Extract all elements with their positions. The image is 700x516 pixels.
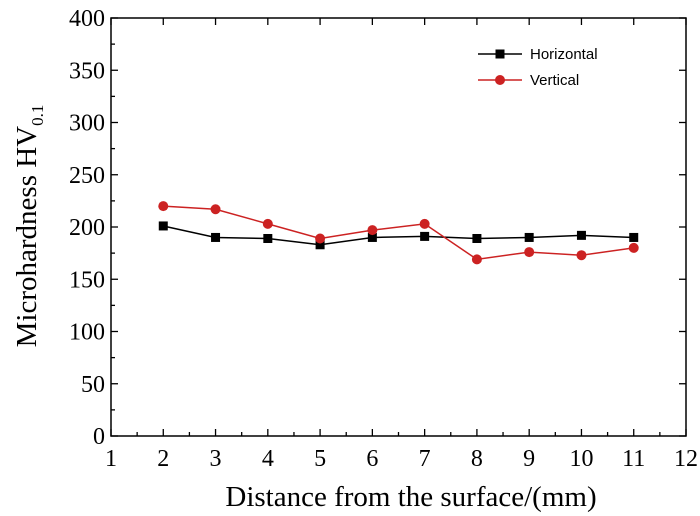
legend-swatch-marker (495, 75, 505, 85)
legend-swatch-marker (495, 49, 505, 59)
x-tick-label: 11 (622, 446, 645, 472)
y-tick-label: 350 (69, 58, 105, 84)
series-line-horizontal (163, 225, 634, 246)
data-point-horizontal (367, 232, 377, 242)
legend-item-horizontal: Horizontal (478, 46, 598, 63)
data-point-vertical (210, 204, 221, 215)
y-tick-label: 300 (69, 111, 105, 137)
y-tick-label: 200 (69, 215, 105, 241)
x-tick-label: 9 (523, 446, 535, 472)
y-tick-label: 50 (81, 372, 105, 398)
y-tick-label: 0 (93, 424, 105, 450)
x-tick-label: 8 (471, 446, 483, 472)
data-point-horizontal (629, 232, 639, 242)
x-tick-label: 2 (157, 446, 169, 472)
data-point-horizontal (420, 231, 430, 241)
y-tick-label: 100 (69, 320, 105, 346)
x-tick-label: 3 (210, 446, 222, 472)
data-point-horizontal (472, 233, 482, 243)
data-point-horizontal (315, 240, 325, 250)
y-axis-title: Microhardness HV0.1 (11, 105, 47, 348)
legend-label: Vertical (530, 72, 579, 89)
x-tick-label: 10 (569, 446, 593, 472)
data-point-vertical (262, 218, 273, 229)
series-line-vertical (163, 205, 634, 261)
y-tick-label: 150 (69, 267, 105, 293)
data-point-vertical (367, 225, 378, 236)
x-tick-label: 4 (262, 446, 274, 472)
x-axis-title: Distance from the surface/(mm) (225, 481, 596, 513)
series-horizontal (158, 221, 639, 250)
legend-item-vertical: Vertical (478, 72, 579, 89)
data-point-horizontal (263, 233, 273, 243)
x-tick-label: 5 (314, 446, 326, 472)
data-point-vertical (628, 242, 639, 253)
data-point-horizontal (211, 232, 221, 242)
data-point-horizontal (158, 221, 168, 231)
data-point-horizontal (576, 230, 586, 240)
x-tick-label: 1 (105, 446, 117, 472)
legend-label: Horizontal (530, 46, 598, 63)
y-axis-title-subscript: 0.1 (28, 105, 47, 126)
legend: Horizontal Vertical (478, 46, 598, 89)
data-point-vertical (471, 254, 482, 265)
data-point-vertical (315, 233, 326, 244)
data-point-vertical (158, 201, 169, 212)
x-tick-label: 6 (366, 446, 378, 472)
y-tick-label: 250 (69, 163, 105, 189)
data-point-vertical (524, 247, 535, 258)
y-axis-title-main: Microhardness HV (11, 126, 43, 348)
data-point-vertical (419, 218, 430, 229)
series-layer (158, 201, 639, 265)
y-tick-label: 400 (69, 6, 105, 32)
x-tick-label: 12 (674, 446, 698, 472)
x-tick-label: 7 (419, 446, 431, 472)
data-point-horizontal (524, 232, 534, 242)
series-vertical (158, 201, 639, 265)
data-point-vertical (576, 250, 587, 261)
